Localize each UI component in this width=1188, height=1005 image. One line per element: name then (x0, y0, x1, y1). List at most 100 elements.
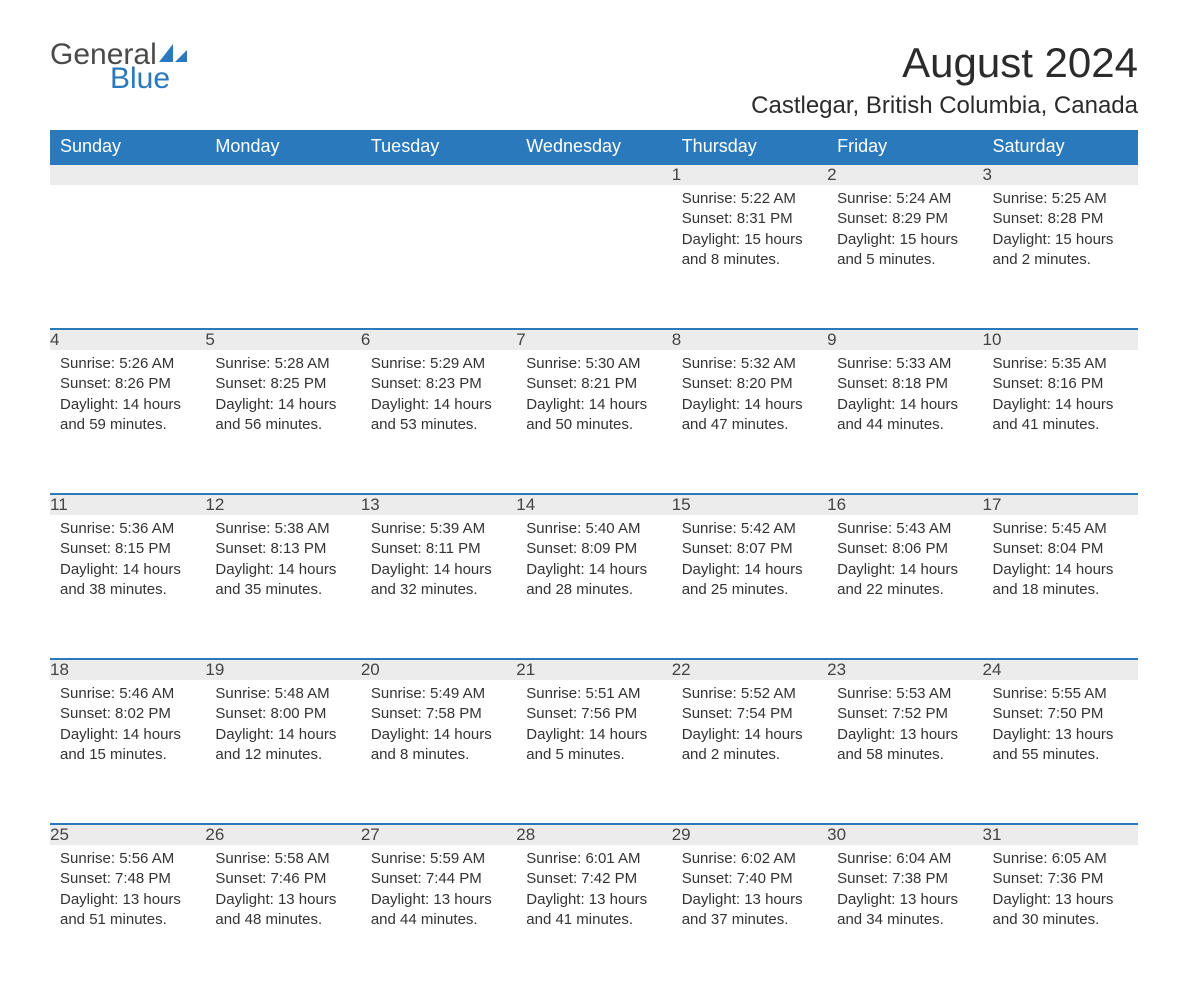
location: Castlegar, British Columbia, Canada (751, 92, 1138, 120)
sunset-line: Sunset: 8:04 PM (993, 539, 1128, 559)
sunset-line: Sunset: 8:31 PM (682, 209, 817, 229)
empty-day-number (361, 164, 516, 185)
daylight-line: Daylight: 15 hours and 8 minutes. (682, 230, 817, 271)
day-content: Sunrise: 5:43 AMSunset: 8:06 PMDaylight:… (827, 515, 982, 610)
sunset-line: Sunset: 8:02 PM (60, 704, 195, 724)
sunset-line: Sunset: 7:46 PM (215, 869, 350, 889)
daynum-row: 18192021222324 (50, 659, 1138, 680)
daylight-line: Daylight: 14 hours and 12 minutes. (215, 725, 350, 766)
empty-day-cell (361, 185, 516, 315)
day-header: Thursday (672, 130, 827, 164)
sunset-line: Sunset: 8:00 PM (215, 704, 350, 724)
day-cell: Sunrise: 5:53 AMSunset: 7:52 PMDaylight:… (827, 680, 982, 810)
day-cell: Sunrise: 5:38 AMSunset: 8:13 PMDaylight:… (205, 515, 360, 645)
sunset-line: Sunset: 8:09 PM (526, 539, 661, 559)
sunrise-line: Sunrise: 5:39 AM (371, 519, 506, 539)
daylight-line: Daylight: 15 hours and 2 minutes. (993, 230, 1128, 271)
sunrise-line: Sunrise: 5:30 AM (526, 354, 661, 374)
day-number: 3 (983, 164, 1138, 185)
sunset-line: Sunset: 8:06 PM (837, 539, 972, 559)
daylight-line: Daylight: 14 hours and 35 minutes. (215, 560, 350, 601)
day-content: Sunrise: 5:45 AMSunset: 8:04 PMDaylight:… (983, 515, 1138, 610)
sunrise-line: Sunrise: 5:56 AM (60, 849, 195, 869)
empty-day-number (205, 164, 360, 185)
sunset-line: Sunset: 8:26 PM (60, 374, 195, 394)
day-content: Sunrise: 5:24 AMSunset: 8:29 PMDaylight:… (827, 185, 982, 280)
day-content-row: Sunrise: 5:22 AMSunset: 8:31 PMDaylight:… (50, 185, 1138, 315)
sunrise-line: Sunrise: 5:55 AM (993, 684, 1128, 704)
sunset-line: Sunset: 8:29 PM (837, 209, 972, 229)
calendar-table: SundayMondayTuesdayWednesdayThursdayFrid… (50, 130, 1138, 975)
day-header: Saturday (983, 130, 1138, 164)
day-content: Sunrise: 5:22 AMSunset: 8:31 PMDaylight:… (672, 185, 827, 280)
day-number: 12 (205, 494, 360, 515)
sunset-line: Sunset: 7:42 PM (526, 869, 661, 889)
day-content: Sunrise: 6:01 AMSunset: 7:42 PMDaylight:… (516, 845, 671, 940)
daylight-line: Daylight: 14 hours and 18 minutes. (993, 560, 1128, 601)
daylight-line: Daylight: 13 hours and 34 minutes. (837, 890, 972, 931)
daylight-line: Daylight: 14 hours and 8 minutes. (371, 725, 506, 766)
daylight-line: Daylight: 14 hours and 56 minutes. (215, 395, 350, 436)
day-cell: Sunrise: 6:05 AMSunset: 7:36 PMDaylight:… (983, 845, 1138, 975)
sunrise-line: Sunrise: 5:38 AM (215, 519, 350, 539)
day-content-row: Sunrise: 5:36 AMSunset: 8:15 PMDaylight:… (50, 515, 1138, 645)
day-content-row: Sunrise: 5:46 AMSunset: 8:02 PM Daylight:… (50, 680, 1138, 810)
daylight-line: Daylight: 13 hours and 41 minutes. (526, 890, 661, 931)
day-content: Sunrise: 5:39 AMSunset: 8:11 PMDaylight:… (361, 515, 516, 610)
daylight-line: Daylight: 13 hours and 44 minutes. (371, 890, 506, 931)
day-content: Sunrise: 5:51 AMSunset: 7:56 PMDaylight:… (516, 680, 671, 775)
day-number: 18 (50, 659, 205, 680)
daylight-line: Daylight: 14 hours and 22 minutes. (837, 560, 972, 601)
day-cell: Sunrise: 5:32 AMSunset: 8:20 PMDaylight:… (672, 350, 827, 480)
day-content: Sunrise: 5:36 AMSunset: 8:15 PMDaylight:… (50, 515, 205, 610)
day-content: Sunrise: 5:35 AMSunset: 8:16 PMDaylight:… (983, 350, 1138, 445)
sunrise-line: Sunrise: 5:49 AM (371, 684, 506, 704)
day-content-row: Sunrise: 5:56 AMSunset: 7:48 PMDaylight:… (50, 845, 1138, 975)
day-number: 16 (827, 494, 982, 515)
day-number: 7 (516, 329, 671, 350)
day-content: Sunrise: 5:32 AMSunset: 8:20 PMDaylight:… (672, 350, 827, 445)
day-cell: Sunrise: 5:22 AMSunset: 8:31 PMDaylight:… (672, 185, 827, 315)
sunset-line: Sunset: 7:52 PM (837, 704, 972, 724)
day-content: Sunrise: 5:52 AMSunset: 7:54 PMDaylight:… (672, 680, 827, 775)
day-cell: Sunrise: 5:52 AMSunset: 7:54 PMDaylight:… (672, 680, 827, 810)
day-cell: Sunrise: 5:59 AMSunset: 7:44 PMDaylight:… (361, 845, 516, 975)
day-content: Sunrise: 5:26 AMSunset: 8:26 PMDaylight:… (50, 350, 205, 445)
day-number: 6 (361, 329, 516, 350)
row-spacer (50, 315, 1138, 329)
daynum-row: 25262728293031 (50, 824, 1138, 845)
daylight-line: Daylight: 14 hours and 2 minutes. (682, 725, 817, 766)
sunrise-line: Sunrise: 6:01 AM (526, 849, 661, 869)
sunset-line: Sunset: 8:20 PM (682, 374, 817, 394)
day-number: 30 (827, 824, 982, 845)
sunset-line: Sunset: 8:28 PM (993, 209, 1128, 229)
sunrise-line: Sunrise: 5:32 AM (682, 354, 817, 374)
sunset-line: Sunset: 8:25 PM (215, 374, 350, 394)
logo-word2: Blue (110, 64, 187, 94)
day-content: Sunrise: 5:29 AMSunset: 8:23 PMDaylight:… (361, 350, 516, 445)
sunrise-line: Sunrise: 5:36 AM (60, 519, 195, 539)
daylight-line: Daylight: 13 hours and 55 minutes. (993, 725, 1128, 766)
day-content-row: Sunrise: 5:26 AMSunset: 8:26 PMDaylight:… (50, 350, 1138, 480)
sunrise-line: Sunrise: 5:48 AM (215, 684, 350, 704)
day-cell: Sunrise: 5:36 AMSunset: 8:15 PMDaylight:… (50, 515, 205, 645)
day-cell: Sunrise: 5:24 AMSunset: 8:29 PMDaylight:… (827, 185, 982, 315)
sunrise-line: Sunrise: 5:42 AM (682, 519, 817, 539)
day-cell: Sunrise: 6:04 AMSunset: 7:38 PMDaylight:… (827, 845, 982, 975)
day-cell: Sunrise: 5:39 AMSunset: 8:11 PMDaylight:… (361, 515, 516, 645)
daylight-line: Daylight: 14 hours and 5 minutes. (526, 725, 661, 766)
day-content: Sunrise: 5:53 AMSunset: 7:52 PMDaylight:… (827, 680, 982, 775)
sunrise-line: Sunrise: 5:25 AM (993, 189, 1128, 209)
daylight-line: Daylight: 14 hours and 41 minutes. (993, 395, 1128, 436)
sunset-line: Sunset: 8:13 PM (215, 539, 350, 559)
day-number: 28 (516, 824, 671, 845)
sunrise-line: Sunrise: 5:46 AM (60, 684, 195, 704)
sunrise-line: Sunrise: 5:45 AM (993, 519, 1128, 539)
sunrise-line: Sunrise: 6:04 AM (837, 849, 972, 869)
daylight-line: Daylight: 13 hours and 48 minutes. (215, 890, 350, 931)
day-header: Monday (205, 130, 360, 164)
day-header-row: SundayMondayTuesdayWednesdayThursdayFrid… (50, 130, 1138, 164)
day-cell: Sunrise: 5:33 AMSunset: 8:18 PMDaylight:… (827, 350, 982, 480)
day-header: Wednesday (516, 130, 671, 164)
day-number: 14 (516, 494, 671, 515)
